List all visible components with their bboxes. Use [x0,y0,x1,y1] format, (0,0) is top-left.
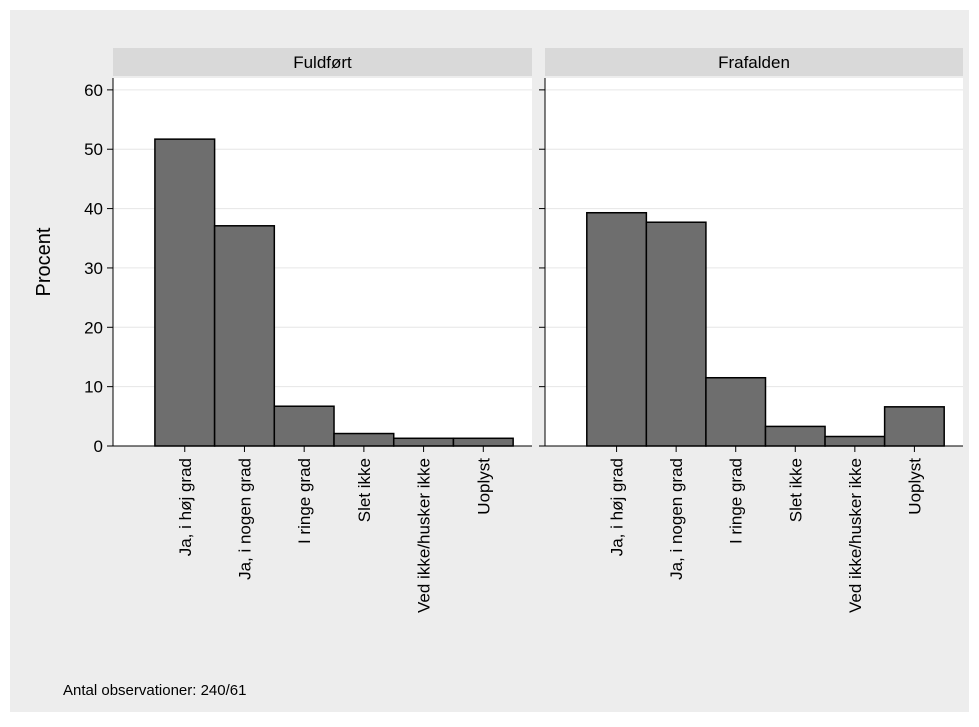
y-axis-label: Procent [33,227,55,296]
y-tick-label: 50 [84,140,103,159]
x-tick-label: Ja, i nogen grad [235,458,254,580]
bar [333,432,395,447]
x-tick-label: Uoplyst [905,458,924,515]
x-tick-label: Ja, i høj grad [608,458,627,556]
x-tick-label: Slet ikke [786,458,805,522]
bar [154,138,216,447]
x-tick-label: Ja, i nogen grad [667,458,686,580]
bar [705,376,767,447]
bar [824,435,886,447]
bar [586,211,648,447]
panel-title: Fuldført [293,53,352,72]
bar [883,406,945,447]
y-tick-label: 30 [84,259,103,278]
bar [764,425,826,447]
x-tick-label: Ved ikke/husker ikke [846,458,865,613]
y-tick-label: 0 [94,437,103,456]
y-tick-label: 60 [84,81,103,100]
bar [392,437,455,447]
bar [273,405,335,447]
chart-panels: Fuldført Ja, i høj grad Ja, i nogen grad I … [84,48,963,613]
panel-strip [545,48,963,76]
y-tick-label: 20 [84,318,103,337]
observations-note: Antal observationer: 240/61 [63,682,246,699]
y-tick-label: 40 [84,200,103,219]
x-tick-label: Ja, i høj grad [176,458,195,556]
x-tick-label: Slet ikke [355,458,374,522]
panel-title: Frafalden [718,53,790,72]
panel-1: Fuldført Ja, i høj grad Ja, i nogen grad I … [84,48,532,613]
bar [213,225,276,447]
x-tick-label: I ringe grad [727,458,746,544]
x-tick-label: Uoplyst [474,458,493,515]
bar [645,221,707,447]
y-tick-label: 10 [84,378,103,397]
panel-2: Frafalden Ja, i høj grad Ja, i nogen grad I… [539,48,963,613]
x-tick-label: I ringe grad [295,458,314,544]
x-tick-label: Ved ikke/husker ikke [415,458,434,613]
panel-strip [113,48,532,76]
bar [452,437,514,447]
